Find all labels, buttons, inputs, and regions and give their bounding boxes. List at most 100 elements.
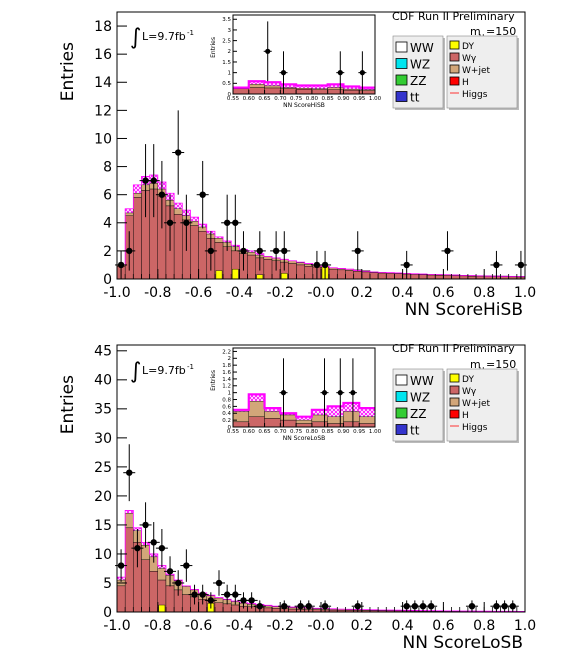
wjet-bar — [125, 213, 133, 216]
inset-wjet-bar — [328, 417, 344, 424]
legend-entry-right: W+jet — [462, 66, 490, 76]
inset-y-tick-label: 2.5 — [222, 39, 231, 45]
inset-y-tick-label: 0.5 — [222, 81, 231, 87]
inset-x-tick-label: 0.60 — [243, 96, 256, 102]
ww-bar — [231, 605, 239, 612]
legend-entry-left: WZ — [410, 58, 430, 72]
ww-bar — [394, 274, 402, 279]
legend-entry-left: tt — [410, 91, 420, 105]
ww-bar — [272, 609, 280, 612]
data-point — [151, 539, 157, 545]
y-tick-label: 14 — [94, 75, 112, 91]
inset-x-tick-label: 0.90 — [337, 429, 350, 435]
x-tick-label: -0.4 — [226, 285, 253, 301]
inset-y-axis-label: Entries — [210, 370, 217, 391]
legend-entry-right: H — [462, 411, 469, 421]
inset-y-tick-label: 1 — [228, 71, 232, 77]
ww-bar — [182, 595, 190, 612]
legend-swatch — [450, 53, 459, 61]
x-tick-label: -1.0 — [103, 285, 130, 301]
y-tick-label: 40 — [94, 373, 112, 389]
inset-ww-bar — [265, 418, 281, 427]
inset-x-tick-label: 0.55 — [227, 96, 240, 102]
data-point — [199, 591, 205, 597]
wjet-bar — [288, 608, 296, 610]
legend-entry-right: DY — [462, 42, 474, 52]
inset-wjet-bar — [280, 415, 296, 420]
inset-data-point — [360, 70, 365, 75]
inset-x-tick-label: 1.00 — [369, 429, 382, 435]
inset-higgs-bar — [359, 408, 375, 417]
ww-bar — [452, 276, 460, 279]
legend-entry-right: Wγ — [462, 387, 477, 397]
ww-bar — [297, 265, 305, 279]
inset-x-tick-label: 0.65 — [258, 429, 271, 435]
legend-entry-left: ZZ — [410, 74, 426, 88]
data-point — [518, 262, 524, 268]
inset-ww-bar — [296, 424, 312, 427]
x-tick-label: 0.4 — [391, 618, 413, 634]
x-tick-label: -0.6 — [185, 618, 212, 634]
ww-bar — [329, 269, 337, 279]
inset-y-tick-label: 2 — [228, 356, 232, 362]
legend-entry-left: WZ — [410, 391, 430, 405]
wjet-bar — [297, 263, 305, 265]
data-point — [126, 248, 132, 254]
y-tick-label: 6 — [103, 188, 112, 204]
inset-y-tick-label: 2.2 — [222, 349, 231, 355]
data-point — [510, 603, 516, 609]
chart-title: CDF Run II Preliminary — [392, 10, 515, 23]
legend-swatch — [450, 65, 459, 73]
x-tick-label: -0.0 — [307, 618, 334, 634]
legend-swatch — [396, 375, 407, 385]
data-point — [493, 262, 499, 268]
inset-wjet-bar — [328, 88, 344, 90]
legend-swatch — [396, 408, 407, 418]
y-axis-label: Entries — [58, 375, 78, 434]
wjet-bar — [248, 252, 256, 255]
legend-swatch — [450, 398, 459, 406]
x-tick-label: -0.8 — [144, 618, 171, 634]
ww-bar — [354, 271, 362, 279]
data-point — [159, 545, 165, 551]
legend-entry-left: WW — [410, 374, 434, 388]
data-point — [126, 469, 132, 475]
ww-bar — [337, 270, 345, 279]
wjet-bar — [174, 209, 182, 215]
lumi-sup: -1 — [187, 363, 194, 371]
x-tick-label: 0.2 — [351, 618, 373, 634]
data-point — [281, 603, 287, 609]
ww-bar — [133, 197, 141, 279]
wjet-bar — [133, 193, 141, 197]
inset-x-tick-label: 0.65 — [258, 96, 271, 102]
x-tick-label: -0.6 — [185, 285, 212, 301]
legend-entry-right: DY — [462, 375, 474, 385]
x-tick-label: 0.8 — [473, 285, 495, 301]
inset-data-point — [322, 390, 327, 395]
inset-data-point — [265, 49, 270, 54]
x-tick-label: -0.2 — [267, 618, 294, 634]
legend-swatch — [450, 386, 459, 394]
y-tick-label: 2 — [103, 244, 112, 260]
ww-bar — [199, 231, 207, 279]
legend-swatch — [450, 77, 459, 85]
inset-ww-bar — [312, 422, 328, 427]
ww-bar — [150, 571, 158, 612]
legend-entry-left: ZZ — [410, 407, 426, 421]
ww-bar — [223, 247, 231, 279]
inset-y-tick-label: 3 — [228, 28, 232, 34]
ww-bar — [370, 273, 378, 279]
data-point — [134, 545, 140, 551]
ww-bar — [166, 586, 174, 612]
inset-x-tick-label: 0.55 — [227, 429, 240, 435]
chart-panel-2: 051015202530354045-1.0-0.8-0.6-0.4-0.2-0… — [58, 342, 536, 653]
legend-swatch — [450, 41, 459, 49]
data-point — [167, 220, 173, 226]
data-point — [469, 603, 475, 609]
legend-entry-left: tt — [410, 424, 420, 438]
ww-bar — [174, 214, 182, 279]
wjet-bar — [158, 568, 166, 580]
y-tick-label: 30 — [94, 431, 112, 447]
